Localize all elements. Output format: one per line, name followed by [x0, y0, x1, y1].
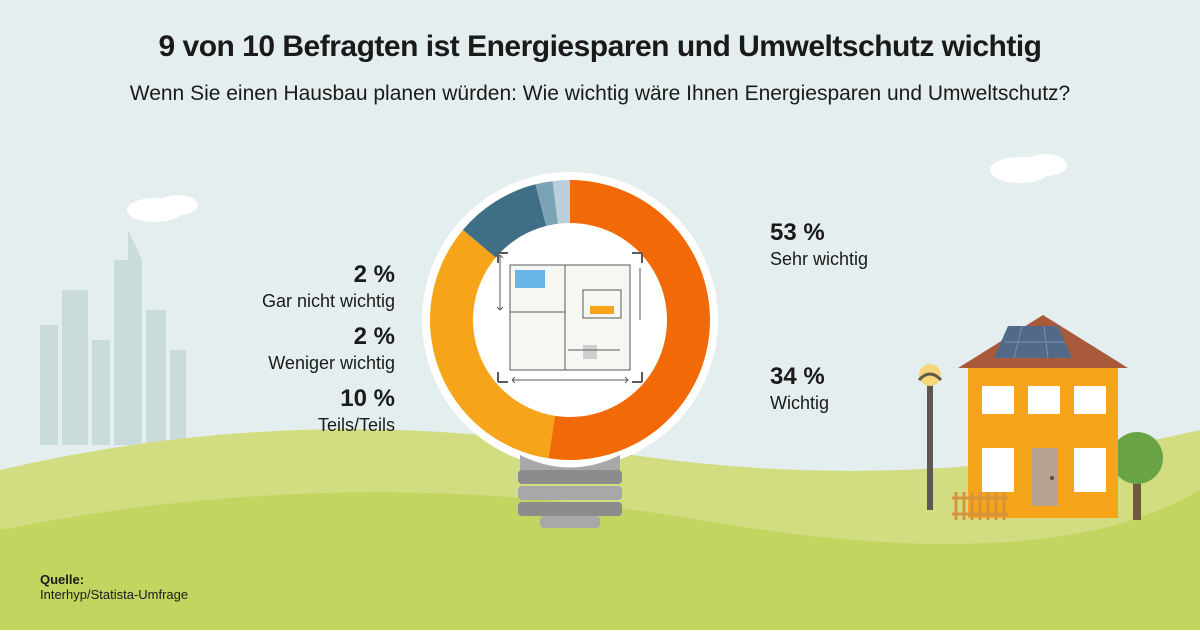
label-wichtig: 34 % Wichtig: [770, 362, 829, 415]
label-weniger-wichtig: 2 % Weniger wichtig: [268, 322, 395, 375]
infographic-canvas: 9 von 10 Befragten ist Energiesparen und…: [0, 0, 1200, 630]
label-gar-nicht-wichtig: 2 % Gar nicht wichtig: [262, 260, 395, 313]
label-sehr-wichtig: 53 % Sehr wichtig: [770, 218, 868, 271]
page-subtitle: Wenn Sie einen Hausbau planen würden: Wi…: [0, 82, 1200, 106]
label-teils-teils: 10 % Teils/Teils: [318, 384, 395, 437]
page-title: 9 von 10 Befragten ist Energiesparen und…: [0, 30, 1200, 64]
source-attribution: Quelle: Interhyp/Statista-Umfrage: [40, 572, 188, 602]
